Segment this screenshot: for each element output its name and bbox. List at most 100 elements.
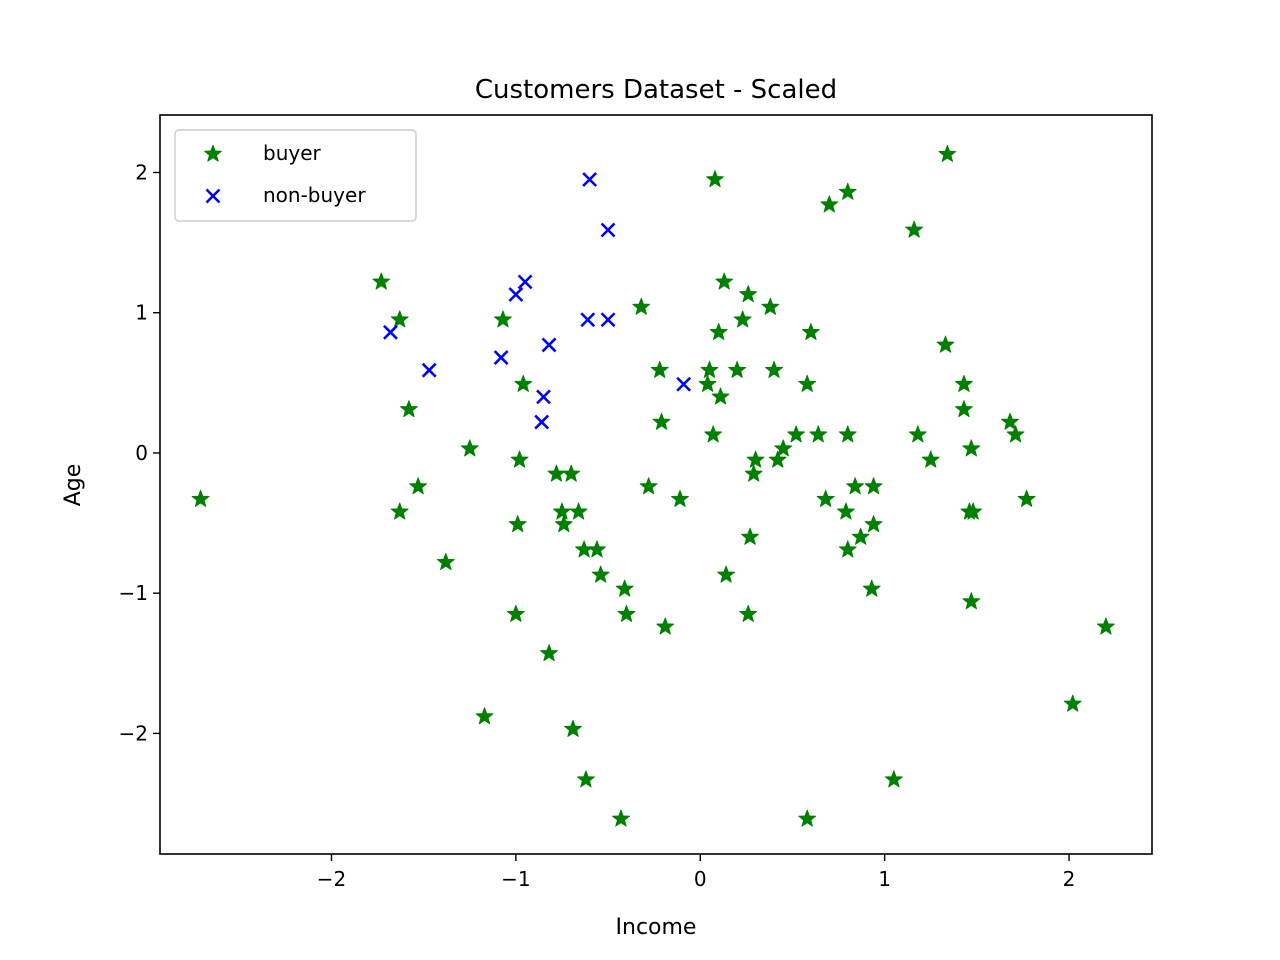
buyer-point [399,400,418,418]
buyer-point [1006,425,1025,443]
buyer-point [656,617,675,635]
buyer-point [547,464,566,482]
data-points [191,144,1115,827]
non-buyer-point [582,172,598,187]
legend-marker-buyer [204,144,222,162]
buyer-point [798,809,817,827]
buyer-point [506,604,525,622]
buyer-point [838,540,857,558]
buyer-point [617,604,636,622]
buyer-point [390,310,409,328]
buyer-point [739,285,758,303]
buyer-point [798,374,817,392]
legend-label-non-buyer: non-buyer [263,183,366,207]
buyer-point [938,144,957,162]
buyer-point [846,477,865,495]
x-tick-label: −2 [317,867,346,891]
buyer-point [715,272,734,290]
buyer-point [709,322,728,341]
non-buyer-point [536,389,551,405]
buyer-point [588,540,606,558]
buyer-point [1063,694,1082,712]
x-tick-label: −1 [501,867,530,891]
buyer-point [816,489,835,507]
buyer-point [744,464,763,482]
buyer-point [774,439,793,457]
buyer-point [191,489,210,507]
buyer-point [954,400,973,418]
buyer-point [851,527,870,545]
buyer-point [801,322,820,341]
x-tick-label: 1 [878,867,891,891]
non-buyer-point [600,222,616,238]
buyer-point [908,425,927,443]
buyer-point [591,565,610,583]
y-tick-label: 2 [135,160,148,184]
buyer-point [820,195,839,213]
buyer-point [836,502,855,520]
buyer-point [809,425,828,443]
non-buyer-point [580,312,596,328]
buyer-point [864,515,883,533]
buyer-point [746,450,765,468]
legend-marker-non-buyer [205,188,221,204]
buyer-point [905,220,924,238]
axis-ticks: −2 −1 0 1 2 2 1 0 −1 −2 [119,160,1076,891]
buyer-point [475,707,494,725]
buyer-point [739,604,758,622]
non-buyer-point [383,324,398,340]
buyer-point [639,477,658,495]
legend-x-icon [205,188,221,204]
buyer-point [553,502,571,520]
y-tick-label: 0 [135,441,148,465]
legend-star-icon [204,144,222,162]
buyer-point [765,360,783,378]
buyer-point [1001,412,1019,430]
buyer-point [615,579,634,597]
y-tick-label: 1 [135,301,148,325]
non-buyer-point [493,350,509,366]
buyer-point [964,502,983,520]
buyer-point [652,412,671,430]
y-axis-title: Age [61,464,86,507]
buyer-point [728,360,747,378]
buyer-point [706,170,724,188]
buyer-point [562,464,581,482]
buyer-point [372,272,391,290]
buyer-point [768,450,787,468]
legend-label-buyer: buyer [263,141,322,165]
buyer-point [575,540,594,558]
buyer-point [632,297,651,315]
buyer-point [436,552,455,571]
buyer-point [671,489,689,507]
buyer-point [514,374,533,392]
buyer-point [409,477,428,495]
non-buyer-point [508,287,524,302]
buyer-point [704,425,723,443]
buyer-point [787,425,806,443]
chart-title: Customers Dataset - Scaled [475,75,837,105]
non-buyer-point [541,337,557,353]
non-buyer-point [517,274,533,290]
x-tick-label: 2 [1063,867,1076,891]
buyer-point [1096,617,1115,635]
buyer-point [884,770,903,788]
buyer-point [612,809,630,827]
buyer-point [564,719,582,737]
legend-box [174,129,417,222]
y-tick-label: −1 [119,581,148,605]
buyer-point [741,527,759,545]
buyer-point [700,360,719,378]
buyer-point [508,515,527,533]
buyer-point [540,644,559,662]
non-buyer-point [600,312,616,328]
buyer-point [864,477,883,495]
buyer-point [761,297,780,315]
buyer-point [838,182,857,200]
buyer-point [510,450,529,468]
buyer-point [1017,489,1036,507]
buyer-point [936,335,955,353]
buyer-point [717,565,736,583]
buyer-point [460,439,479,457]
